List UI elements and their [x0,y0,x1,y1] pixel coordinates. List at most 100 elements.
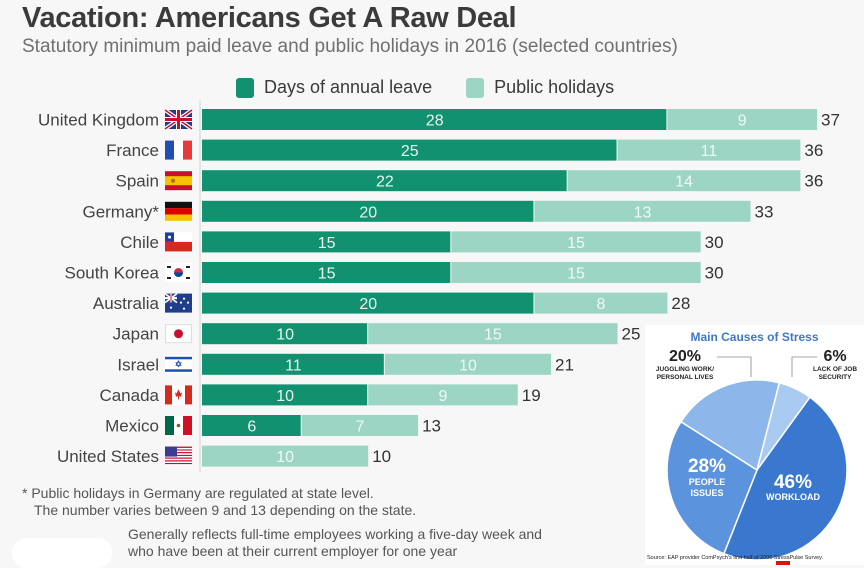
south-korea-flag-icon [165,263,192,282]
legend-swatch-annual-leave [236,77,254,98]
pie-label-workload: WORKLOAD [766,492,820,502]
flag-part [167,277,171,279]
bar-public-holidays [451,262,701,283]
flag-part [165,454,192,457]
bar-public-holidays [667,109,817,130]
footnote-line-2: The number varies between 9 and 13 depen… [34,502,417,518]
flag-part [165,208,192,215]
bar-public-holidays [301,415,419,436]
flag-part [165,456,192,458]
bar-label-public-holidays: 15 [567,266,585,283]
pie-label-security-2: SECURITY [819,374,853,381]
bar-label-annual-leave: 25 [401,143,419,160]
bar-label-annual-leave: 11 [285,357,302,374]
flag-part [185,385,192,405]
flag-part [165,118,192,121]
pie-slice-people-issues [666,420,758,555]
bar-public-holidays [384,353,552,375]
pie-label-people-1: PEOPLE [689,477,726,487]
pie-label-workload-pct: 46% [774,472,812,493]
flag-part [165,232,192,242]
bar-label-annual-leave: 20 [359,296,377,313]
flag-part [168,235,171,239]
pie-label-people-pct: 28% [688,456,726,477]
pie-label-security-pct: 6% [823,348,846,365]
spain-flag-icon [165,171,192,191]
category-label: Japan [113,325,159,344]
flag-part [165,450,192,453]
bar-annual-leave [202,139,617,161]
flag-part [165,462,192,465]
footnote: * Public holidays in Germany are regulat… [22,485,416,519]
bar-label-public-holidays: 14 [675,174,693,191]
bar-label-public-holidays: 7 [355,419,364,436]
bar-total-label: 21 [555,355,574,374]
canada-flag-icon [165,385,192,405]
bar-total-label: 25 [622,325,641,344]
mexico-flag-icon [165,416,192,435]
pie-label-juggling-1: JUGGLING WORK/ [656,366,714,373]
legend-label-annual-leave: Days of annual leave [264,77,433,97]
bar-total-label: 19 [522,386,541,405]
bar-label-public-holidays: 13 [634,204,652,221]
bar-public-holidays [368,323,618,345]
flag-part [174,329,183,339]
flag-part [179,301,183,304]
bar-annual-leave [202,415,301,436]
pie-slice-job-security [756,381,811,471]
flag-part [174,140,183,160]
flag-part [165,458,192,461]
flag-part [165,416,174,435]
category-label: Germany* [82,202,159,221]
pie-title: Main Causes of Stress [690,330,819,344]
flag-part [165,449,192,451]
footnote-line-1: * Public holidays in Germany are regulat… [22,485,374,501]
bar-annual-leave [202,200,534,222]
israel-flag-icon [165,354,192,374]
bar-public-holidays [534,292,668,314]
leader-line-security [791,356,817,377]
bar-annual-leave [202,262,451,283]
bar-annual-leave [202,231,451,253]
bar-label-annual-leave: 15 [318,235,336,252]
germany-flag-icon [165,201,192,221]
bar-public-holidays [368,384,518,406]
bar-total-label: 36 [804,172,823,191]
bar-annual-leave [202,323,368,345]
bar-label-public-holidays: 10 [459,357,477,374]
flag-part [165,446,177,457]
bar-total-label: 10 [372,447,391,466]
flag-part [165,214,192,221]
decorative-blob [12,538,112,568]
flag-part [165,447,192,450]
flag-part [165,201,192,209]
flag-part [165,324,192,344]
bar-label-public-holidays: 9 [738,113,747,130]
flag-part [165,446,192,448]
flag-part [169,306,173,309]
flag-part [186,266,190,268]
category-label: Canada [99,386,159,405]
category-label: United States [57,447,159,466]
flag-part [165,461,192,463]
bar-public-holidays [534,200,751,222]
flag-part [165,369,192,372]
bar-label-public-holidays: 15 [567,235,585,252]
bar-label-annual-leave: 20 [359,204,377,221]
chile-flag-icon [165,232,192,252]
scope-note: Generally reflects full-time employees w… [128,526,542,560]
bar-label-annual-leave: 15 [318,266,336,283]
chart-subtitle: Statutory minimum paid leave and public … [22,36,678,57]
flag-part [174,272,183,277]
pie-label-security-1: LACK OF JOB [813,366,857,373]
flag-part [186,301,190,304]
scope-note-line-2: who have been at their current employer … [128,543,458,559]
flag-part [165,385,172,405]
bar-public-holidays [451,231,701,253]
france-flag-icon [165,140,192,160]
bar-total-label: 36 [804,141,823,160]
flag-part [165,452,192,454]
legend-item-public-holidays: Public holidays [466,77,614,98]
bar-label-annual-leave: 10 [276,388,294,405]
